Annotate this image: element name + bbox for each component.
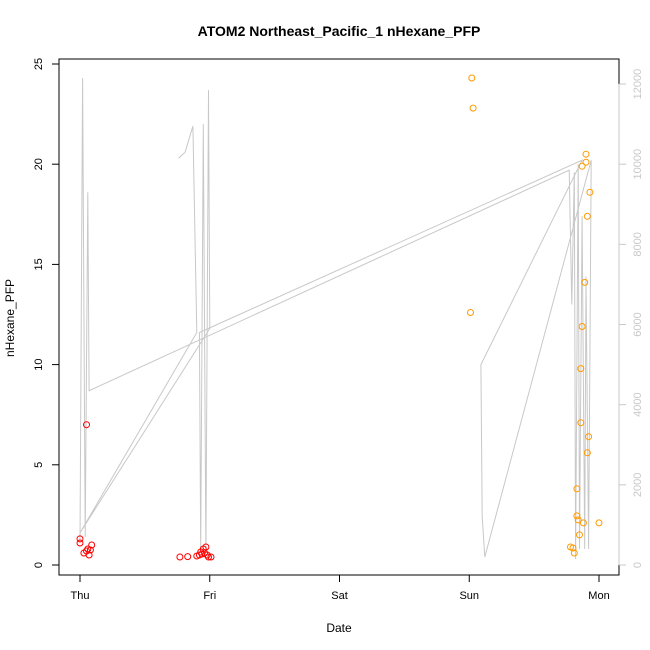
x-axis-label: Date — [326, 621, 352, 635]
y-axis-left: 0 5 10 15 20 25 — [33, 58, 60, 568]
data-point-orange-1 — [469, 104, 477, 112]
data-point-red-9 — [176, 553, 184, 561]
y2-tick-label-6000: 6000 — [632, 312, 644, 336]
data-point-red-5 — [83, 421, 90, 429]
x-axis: Thu Fri Sat Sun Mon — [71, 574, 610, 602]
data-point-red-17 — [202, 543, 210, 551]
data-point-orange-8 — [574, 516, 582, 524]
data-point-red-8 — [88, 541, 96, 549]
data-point-orange-7 — [573, 512, 581, 520]
y2-tick-label-4000: 4000 — [632, 392, 644, 416]
data-point-orange-9 — [576, 531, 583, 539]
data-point-orange-13 — [578, 162, 586, 170]
y2-tick-label-12000: 12000 — [632, 69, 644, 100]
y2-tick-label-2000: 2000 — [632, 473, 644, 497]
x-tick-label-fri: Fri — [203, 590, 216, 602]
data-point-orange-11 — [577, 365, 585, 373]
data-point-orange-20 — [585, 433, 593, 441]
data-point-orange-10 — [577, 419, 585, 427]
x-tick-label-mon: Mon — [588, 590, 609, 602]
data-point-red-1 — [76, 535, 84, 543]
data-point-orange-14 — [579, 519, 587, 527]
y-axis-right: 0 2000 4000 6000 8000 10000 12000 — [618, 69, 644, 568]
data-point-orange-0 — [468, 74, 476, 82]
data-point-red-18 — [203, 551, 211, 559]
y-axis-label: nHexane_PFP — [3, 279, 17, 357]
data-point-orange-12 — [578, 323, 586, 330]
x-tick-label-sat: Sat — [331, 590, 348, 602]
y-tick-label-0: 0 — [33, 562, 45, 568]
data-point-red-7 — [86, 546, 94, 554]
data-point-orange-2 — [467, 309, 474, 316]
chart-title: ATOM2 Northeast_Pacific_1 nHexane_PFP — [198, 23, 481, 39]
y-tick-label-20: 20 — [33, 158, 45, 170]
y2-tick-label-0: 0 — [632, 562, 644, 568]
data-point-orange-22 — [595, 519, 603, 527]
y-tick-label-10: 10 — [33, 358, 45, 370]
y2-tick-label-8000: 8000 — [632, 232, 644, 256]
data-point-orange-16 — [582, 150, 590, 158]
data-point-red-10 — [184, 553, 192, 561]
x-tick-label-thu: Thu — [71, 590, 90, 602]
data-point-orange-17 — [582, 158, 590, 166]
data-point-orange-21 — [586, 188, 594, 196]
data-point-orange-5 — [570, 549, 578, 557]
y-tick-label-15: 15 — [33, 258, 45, 270]
data-point-red-0 — [76, 539, 84, 547]
data-point-orange-18 — [583, 212, 591, 220]
data-point-red-6 — [85, 551, 93, 559]
data-point-orange-4 — [569, 544, 577, 552]
data-point-orange-15 — [581, 278, 589, 286]
data-point-orange-19 — [583, 449, 591, 457]
y-tick-label-5: 5 — [33, 462, 45, 468]
points-group — [76, 74, 603, 561]
right-axis-series-line — [79, 77, 592, 560]
y2-tick-label-10000: 10000 — [632, 149, 644, 180]
right-axis-series-line-group — [79, 77, 592, 560]
plot-frame — [58, 58, 620, 576]
data-point-red-20 — [207, 553, 215, 561]
data-point-red-19 — [205, 553, 212, 561]
y-tick-label-25: 25 — [33, 58, 45, 70]
x-tick-label-sun: Sun — [459, 590, 479, 602]
data-point-orange-6 — [573, 485, 581, 493]
